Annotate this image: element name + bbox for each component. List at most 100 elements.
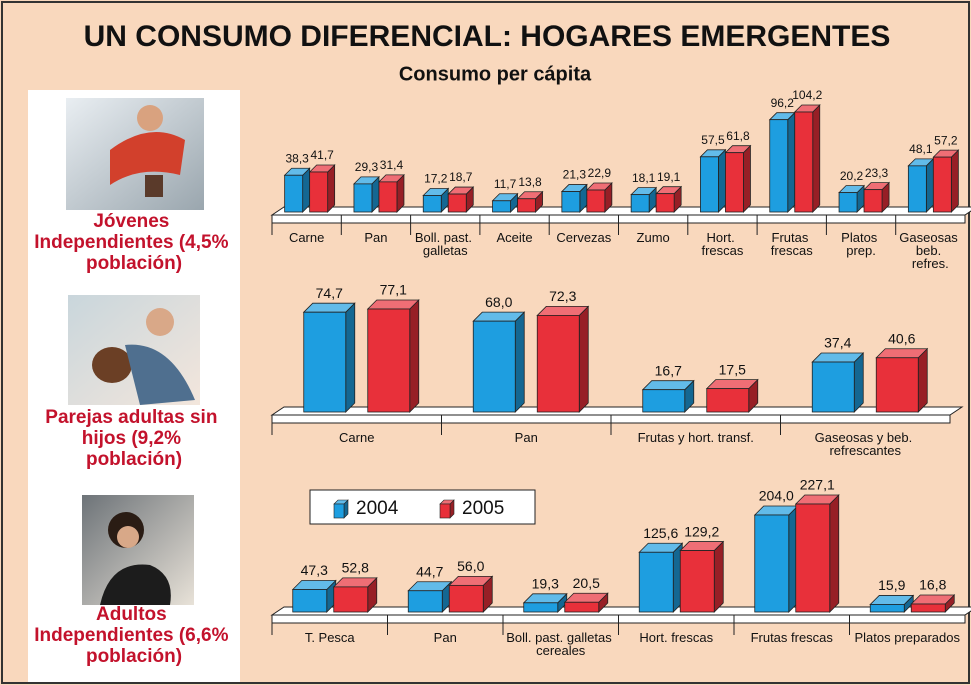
bar <box>561 191 581 213</box>
bar <box>378 181 398 213</box>
photo-shape <box>117 526 139 548</box>
bar <box>523 602 559 613</box>
photo-shape <box>92 347 132 383</box>
category-label: Boll. past. galletas <box>415 230 476 258</box>
bar <box>407 590 443 613</box>
bar <box>754 514 790 613</box>
page-subtitle: Consumo per cápita <box>399 63 592 85</box>
value-label: 56,0 <box>457 558 484 574</box>
value-label: 17,2 <box>424 172 448 186</box>
value-label: 104,2 <box>792 88 822 102</box>
value-label: 31,4 <box>380 158 404 172</box>
category-label: Platos prep. <box>841 230 881 258</box>
value-label: 129,2 <box>684 523 719 539</box>
category-label: T. Pesca <box>305 630 356 645</box>
category-label: Pan <box>515 430 538 445</box>
bar <box>630 194 650 213</box>
bar <box>492 200 511 213</box>
category-label: Zumo <box>637 230 670 245</box>
bar-side <box>713 540 724 613</box>
value-label: 37,4 <box>824 335 851 351</box>
category-label: Frutas frescas <box>771 230 813 258</box>
value-label: 19,3 <box>532 576 559 592</box>
value-label: 125,6 <box>643 525 678 541</box>
bar <box>353 183 373 213</box>
bar <box>795 503 831 613</box>
bar <box>564 601 600 613</box>
value-label: 23,3 <box>865 166 889 180</box>
bar <box>869 604 905 613</box>
value-label: 47,3 <box>301 562 328 578</box>
value-label: 20,2 <box>840 169 864 183</box>
bar-top <box>302 302 356 313</box>
page-title: UN CONSUMO DIFERENCIAL: HOGARES EMERGENT… <box>84 20 891 53</box>
bar-side <box>787 111 796 213</box>
legend-swatch <box>333 503 345 519</box>
bar-side <box>578 305 589 413</box>
category-label: Cervezas <box>556 230 611 245</box>
category-label: Boll. past. galletas cereales <box>506 630 615 658</box>
bar <box>769 119 789 213</box>
photo-shape <box>125 344 195 405</box>
value-label: 57,2 <box>934 133 958 147</box>
value-label: 41,7 <box>310 148 334 162</box>
photo-3 <box>82 495 194 605</box>
value-label: 204,0 <box>759 488 794 504</box>
value-label: 19,1 <box>657 170 681 184</box>
bar-top <box>811 352 865 363</box>
bar <box>725 152 744 213</box>
category-label: Hort. frescas <box>639 630 713 645</box>
group-label: Adultos Independientes (6,6% población) <box>34 604 234 667</box>
category-label: Pan <box>434 630 457 645</box>
value-label: 61,8 <box>726 129 750 143</box>
legend-swatch <box>439 503 451 519</box>
bar-side <box>327 164 336 213</box>
bar <box>679 550 715 613</box>
bar <box>447 193 467 213</box>
photo-shape <box>137 105 163 131</box>
bar-top <box>705 379 759 390</box>
bar-side <box>743 144 751 213</box>
value-label: 96,2 <box>771 96 795 110</box>
bar <box>303 311 347 413</box>
value-label: 16,7 <box>655 362 682 378</box>
bar <box>706 388 750 413</box>
category-label: Platos preparados <box>854 630 960 645</box>
category-label: Gaseosas beb. refres. <box>899 230 961 271</box>
value-label: 20,5 <box>573 575 600 591</box>
bar-top <box>641 380 695 391</box>
bar <box>838 192 858 213</box>
photo-1 <box>66 98 204 210</box>
bar <box>448 584 484 613</box>
category-label: Frutas y hort. transf. <box>638 430 754 445</box>
category-label: Aceite <box>496 230 532 245</box>
bar <box>910 603 946 613</box>
value-label: 11,7 <box>494 177 517 191</box>
value-label: 15,9 <box>878 577 905 593</box>
value-label: 17,5 <box>719 361 746 377</box>
category-label: Frutas frescas <box>751 630 834 645</box>
value-label: 13,8 <box>518 175 542 189</box>
value-label: 44,7 <box>416 563 443 579</box>
bar-top <box>536 306 590 316</box>
legend-label: 2005 <box>462 498 504 519</box>
bar <box>863 189 883 213</box>
value-label: 38,3 <box>285 151 309 165</box>
bar-top <box>366 299 420 310</box>
photo-shape <box>145 175 163 197</box>
bar <box>794 111 814 213</box>
bar-top <box>472 311 526 322</box>
bar <box>638 551 674 613</box>
bar <box>284 174 304 213</box>
value-label: 22,9 <box>588 166 612 180</box>
bar <box>700 156 719 213</box>
bar-side <box>718 148 726 213</box>
category-label: Pan <box>364 230 387 245</box>
value-label: 52,8 <box>342 560 369 576</box>
bar <box>367 308 411 413</box>
value-label: 16,8 <box>919 577 946 593</box>
bar <box>655 193 675 213</box>
bar-side <box>829 494 840 613</box>
